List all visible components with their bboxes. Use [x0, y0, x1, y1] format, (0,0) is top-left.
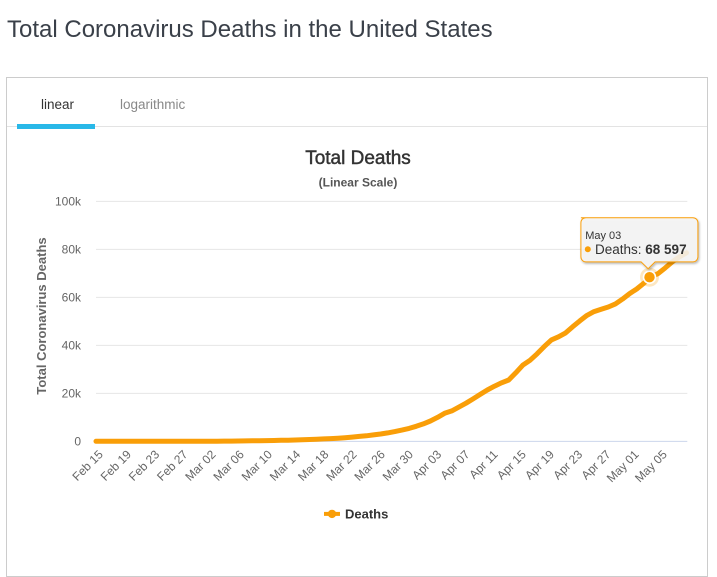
svg-text:(Linear Scale): (Linear Scale) [319, 176, 398, 190]
svg-text:Apr 15: Apr 15 [494, 447, 529, 482]
svg-text:Apr 19: Apr 19 [522, 447, 557, 482]
svg-text:Total Deaths: Total Deaths [305, 148, 411, 169]
svg-text:20k: 20k [62, 387, 82, 401]
svg-text:Apr 07: Apr 07 [438, 447, 473, 482]
svg-text:Mar 30: Mar 30 [380, 447, 417, 484]
svg-text:100k: 100k [55, 195, 82, 209]
svg-text:Apr 23: Apr 23 [550, 447, 585, 482]
svg-text:Feb 19: Feb 19 [98, 447, 135, 484]
svg-text:Mar 26: Mar 26 [352, 447, 389, 484]
svg-text:60k: 60k [62, 291, 82, 305]
svg-text:0: 0 [74, 435, 81, 449]
svg-text:80k: 80k [62, 243, 82, 257]
svg-text:May 05: May 05 [632, 447, 670, 485]
svg-text:Feb 15: Feb 15 [70, 447, 107, 484]
svg-text:Deaths: 68 597: Deaths: 68 597 [595, 242, 687, 257]
svg-text:Apr 03: Apr 03 [409, 447, 444, 482]
svg-text:Mar 10: Mar 10 [239, 447, 276, 484]
svg-text:Mar 06: Mar 06 [211, 447, 248, 484]
svg-text:Mar 18: Mar 18 [295, 447, 332, 484]
svg-text:Deaths: Deaths [345, 506, 388, 521]
svg-text:Mar 14: Mar 14 [267, 447, 304, 484]
svg-text:Apr 11: Apr 11 [466, 447, 501, 482]
svg-text:Feb 27: Feb 27 [154, 447, 191, 484]
svg-text:Mar 22: Mar 22 [323, 447, 360, 484]
svg-text:Feb 23: Feb 23 [126, 447, 163, 484]
svg-text:Mar 02: Mar 02 [182, 447, 219, 484]
svg-text:40k: 40k [62, 339, 82, 353]
svg-text:May 03: May 03 [585, 230, 621, 242]
svg-text:Total Coronavirus Deaths: Total Coronavirus Deaths [34, 237, 49, 394]
